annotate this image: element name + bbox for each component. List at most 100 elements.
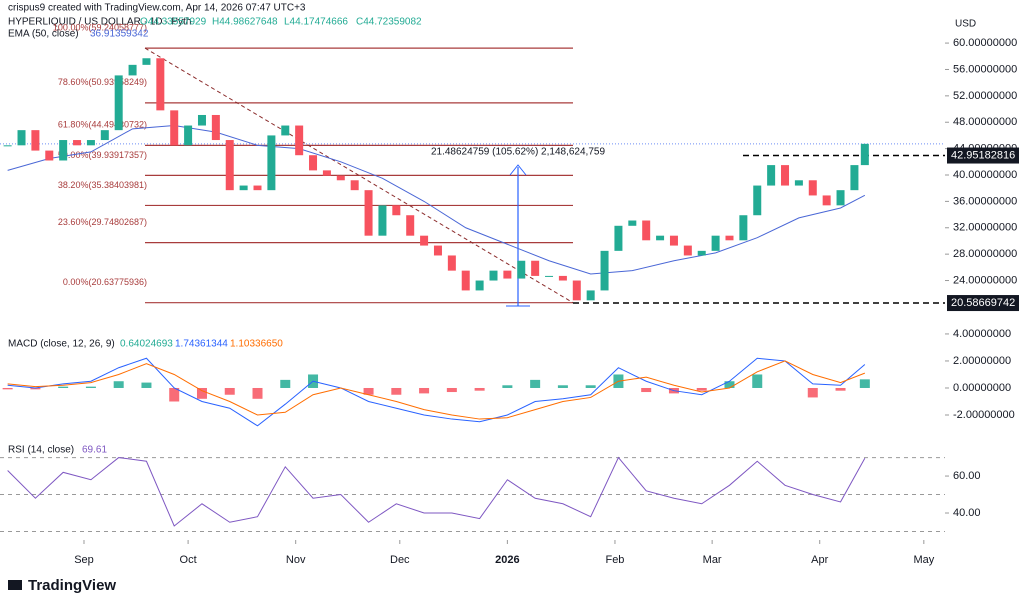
y-tick-label: 56.00000000	[953, 63, 1017, 75]
price-box	[947, 295, 1019, 312]
y-tick-label: 2.00000000	[953, 355, 1011, 367]
histogram-bar	[557, 385, 568, 388]
histogram-bar	[280, 379, 291, 388]
candle	[267, 135, 276, 191]
histogram-bar	[724, 381, 735, 388]
candle	[850, 165, 859, 191]
y-tick-label: 60.00000000	[953, 37, 1017, 49]
histogram-bar	[196, 387, 207, 399]
candle	[253, 185, 262, 191]
price-box-label: 20.58669742	[951, 297, 1015, 309]
ema-label: EMA (50, close)	[8, 29, 79, 40]
candle	[114, 75, 123, 131]
ohlc-value: H44.98627648	[212, 17, 278, 28]
candle	[558, 275, 567, 281]
fib-label: 23.60%(29.74802687)	[58, 217, 147, 227]
x-tick-label: Oct	[180, 554, 197, 566]
price-box-label: 42.95182816	[951, 149, 1015, 161]
histogram-bar	[502, 385, 513, 388]
candle	[711, 235, 720, 251]
candle	[295, 125, 304, 156]
x-tick-label: Dec	[390, 554, 410, 566]
candle	[461, 270, 470, 291]
candle	[211, 114, 220, 141]
histogram-bar	[530, 379, 541, 388]
candle	[156, 58, 165, 111]
histogram-bar	[363, 387, 374, 395]
ohlc-value: L44.17474666	[284, 17, 348, 28]
credit: crispus9 created with TradingView.com, A…	[8, 3, 306, 14]
candle	[350, 180, 359, 191]
x-tick-label: Feb	[605, 554, 624, 566]
candle	[767, 165, 776, 186]
candle	[73, 140, 82, 146]
histogram-bar	[474, 387, 485, 391]
fib-label: 38.20%(35.38403981)	[58, 180, 147, 190]
candle	[572, 280, 581, 301]
histogram-bar	[252, 387, 263, 399]
trend-line	[144, 47, 574, 304]
candle	[309, 155, 318, 171]
fib-label: 0.00%(20.63775936)	[63, 277, 147, 287]
candle	[45, 150, 54, 161]
signal-line	[7, 360, 866, 420]
candle	[586, 290, 595, 301]
candle	[364, 190, 373, 236]
candle	[725, 235, 734, 241]
x-tick-label: May	[913, 554, 934, 566]
ema-line	[7, 125, 866, 275]
macd-title: MACD (close, 12, 26, 9)	[8, 339, 115, 350]
histogram-bar	[85, 386, 96, 388]
candle	[489, 270, 498, 281]
candle	[503, 270, 512, 279]
logo: TradingView	[8, 577, 116, 594]
candle	[517, 260, 526, 279]
histogram-bar	[141, 382, 152, 388]
candle	[392, 205, 401, 216]
y-tick-label: 28.00000000	[953, 248, 1017, 260]
histogram-bar	[641, 387, 652, 393]
rsi-title: RSI (14, close)	[8, 445, 74, 456]
histogram-bar	[696, 387, 707, 391]
x-tick-label: Nov	[286, 554, 306, 566]
candle	[794, 180, 803, 186]
candle	[197, 114, 206, 126]
histogram-bar	[835, 387, 846, 391]
candle	[669, 235, 678, 246]
candle	[86, 140, 95, 146]
candle	[860, 143, 869, 166]
candle	[642, 220, 651, 241]
symbol-title: HYPERLIQUID / US DOLLAR · 1D · Pyth	[8, 17, 191, 28]
histogram-bar	[224, 387, 235, 395]
histogram-bar	[807, 387, 818, 398]
histogram-bar	[2, 387, 13, 390]
candle	[170, 110, 179, 146]
histogram-bar	[752, 374, 763, 388]
candle	[17, 130, 26, 146]
y-tick-label: -2.00000000	[953, 409, 1015, 421]
fib-label: 61.80%(44.49430732)	[58, 120, 147, 130]
measure-label: 21.48624759 (105.62%) 2,148,624,759	[431, 147, 605, 158]
y-tick-label: 32.00000000	[953, 222, 1017, 234]
signal-value: 1.10336650	[230, 339, 283, 350]
candle	[184, 125, 193, 146]
currency: USD	[955, 19, 976, 30]
y-tick-label: 48.00000000	[953, 116, 1017, 128]
measure-arrow-head	[509, 164, 527, 176]
candle	[614, 225, 623, 251]
candle	[406, 215, 415, 236]
fib-label: 78.60%(50.93958249)	[58, 77, 147, 87]
candle	[781, 165, 790, 186]
fib-label: 100.00%(59.24058777)	[53, 22, 147, 32]
ema-value: 36.91359342	[90, 29, 149, 40]
y-tick-label: 36.00000000	[953, 195, 1017, 207]
candle	[531, 260, 540, 276]
y-tick-label: 4.00000000	[953, 328, 1011, 340]
candle	[753, 185, 762, 216]
candle	[281, 125, 290, 136]
histogram-bar	[169, 387, 180, 402]
histogram-bar	[30, 387, 41, 390]
price-box	[947, 147, 1019, 164]
candle	[3, 145, 12, 147]
macd-line	[7, 357, 866, 427]
